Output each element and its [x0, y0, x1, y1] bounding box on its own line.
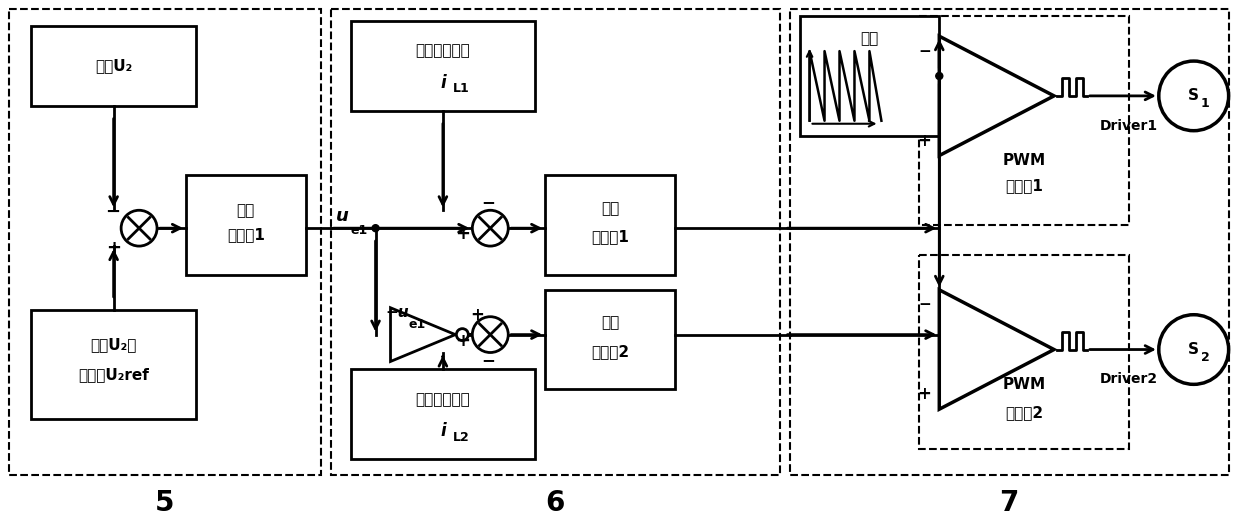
Text: L2: L2	[453, 430, 470, 444]
Text: 第一电感电流: 第一电感电流	[415, 43, 470, 59]
Text: 6: 6	[546, 488, 565, 517]
Text: −: −	[918, 297, 931, 312]
Text: 电流: 电流	[601, 201, 619, 216]
Text: L1: L1	[453, 83, 470, 95]
Text: 电压U₂: 电压U₂	[95, 59, 133, 74]
Text: +: +	[455, 225, 470, 243]
Bar	[31, 26, 196, 106]
Text: 电压U₂基: 电压U₂基	[91, 337, 136, 352]
Bar	[546, 290, 675, 389]
Bar	[546, 175, 675, 275]
Text: i: i	[440, 74, 445, 92]
Bar	[186, 175, 306, 275]
Bar	[351, 21, 536, 111]
Text: e1: e1	[408, 318, 425, 331]
Text: 调节器1: 调节器1	[591, 230, 629, 245]
Text: Driver1: Driver1	[1100, 119, 1158, 133]
Bar	[790, 9, 1229, 475]
Circle shape	[372, 225, 379, 232]
Text: +: +	[105, 239, 120, 257]
Circle shape	[122, 210, 157, 246]
Text: Driver2: Driver2	[1100, 372, 1158, 386]
Bar	[919, 16, 1128, 225]
Text: −: −	[105, 203, 120, 221]
Bar	[10, 9, 321, 475]
Bar	[331, 9, 780, 475]
Text: −: −	[918, 43, 931, 59]
Text: +: +	[918, 385, 931, 403]
Circle shape	[1159, 315, 1229, 384]
Text: u: u	[336, 207, 348, 225]
Text: 载波: 载波	[861, 31, 879, 46]
Text: 2: 2	[1200, 351, 1209, 364]
Text: 调节器1: 调节器1	[227, 228, 265, 243]
Circle shape	[472, 210, 508, 246]
Text: −: −	[481, 351, 495, 369]
Text: 电流: 电流	[601, 315, 619, 330]
Text: −: −	[481, 194, 495, 211]
Bar	[31, 310, 196, 419]
Bar	[919, 255, 1128, 449]
Bar	[800, 16, 939, 135]
Text: i: i	[440, 422, 445, 440]
Text: S: S	[1188, 342, 1199, 357]
Bar	[351, 369, 536, 459]
Circle shape	[472, 317, 508, 353]
Text: 7: 7	[999, 488, 1019, 517]
Text: +: +	[918, 132, 931, 150]
Text: 电压: 电压	[237, 203, 255, 218]
Circle shape	[456, 328, 469, 340]
Text: e1: e1	[351, 224, 368, 237]
Text: 第二电感电流: 第二电感电流	[415, 392, 470, 407]
Text: 5: 5	[155, 488, 175, 517]
Text: 准信号U₂ref: 准信号U₂ref	[78, 367, 149, 382]
Text: 发生器1: 发生器1	[1006, 178, 1043, 193]
Circle shape	[936, 73, 942, 79]
Text: PWM: PWM	[1002, 153, 1045, 168]
Text: S: S	[1188, 88, 1199, 104]
Text: 调节器2: 调节器2	[591, 344, 629, 359]
Text: −u: −u	[386, 305, 409, 320]
Text: 发生器2: 发生器2	[1006, 405, 1043, 419]
Text: 1: 1	[1200, 97, 1209, 110]
Text: +: +	[470, 306, 485, 324]
Text: +: +	[455, 332, 470, 349]
Text: PWM: PWM	[1002, 377, 1045, 392]
Circle shape	[1159, 61, 1229, 131]
